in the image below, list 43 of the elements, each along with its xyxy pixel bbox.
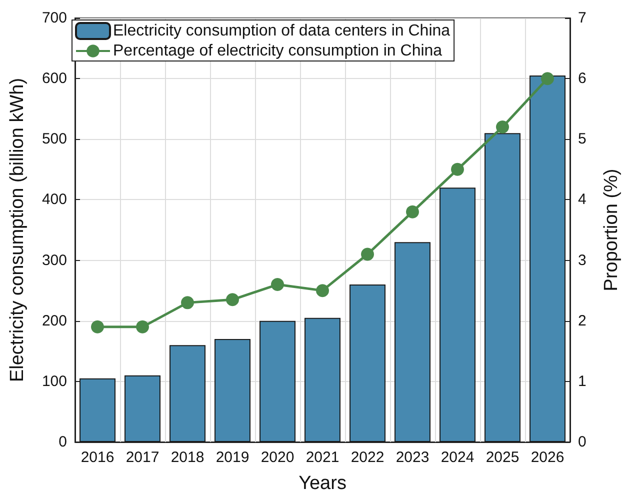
- x-tick-label: 2024: [440, 449, 474, 466]
- x-tick-label: 2025: [486, 449, 520, 466]
- y2-tick-label: 0: [578, 434, 586, 450]
- y-tick-label: 0: [58, 434, 67, 450]
- legend-label: Percentage of electricity consumption in China: [113, 42, 442, 60]
- point: [226, 293, 239, 306]
- point: [91, 320, 104, 334]
- x-tick-label: 2019: [216, 449, 250, 466]
- point: [541, 72, 554, 86]
- y-tick-label: 400: [42, 191, 67, 208]
- y2-tick-label: 7: [578, 10, 586, 26]
- point: [136, 320, 149, 334]
- y2-tick-label: 5: [578, 130, 586, 148]
- y-axis-title: Electricity consumption (billion kWh): [7, 78, 28, 382]
- y2-tick-label: 2: [578, 312, 586, 330]
- x-tick-label: 2020: [260, 449, 294, 466]
- point: [451, 162, 464, 176]
- y-tick-label: 700: [42, 10, 67, 26]
- x-tick-label: 2022: [350, 449, 384, 466]
- y-tick-label: 100: [42, 372, 67, 390]
- x-tick-label: 2026: [530, 449, 564, 466]
- point: [496, 120, 509, 134]
- point: [406, 205, 419, 218]
- point: [361, 248, 374, 261]
- y2-tick-label: 6: [578, 70, 586, 88]
- x-tick-label: 2021: [306, 449, 340, 466]
- y2-tick-label: 3: [578, 252, 586, 269]
- y-tick-label: 300: [42, 252, 67, 269]
- y2-tick-label: 1: [578, 372, 586, 390]
- y2-tick-label: 4: [578, 191, 586, 208]
- point: [181, 296, 194, 310]
- x-tick-label: 2016: [80, 449, 114, 466]
- x-tick-label: 2018: [170, 449, 204, 466]
- x-tick-label: 2017: [126, 449, 160, 466]
- x-axis-title: Years: [298, 473, 346, 494]
- point: [271, 278, 284, 292]
- point: [316, 284, 329, 298]
- x-tick-label: 2023: [396, 449, 430, 466]
- y-tick-label: 600: [42, 70, 67, 88]
- y-tick-label: 500: [42, 130, 67, 148]
- legend-label: Electricity consumption of data centers in China: [113, 22, 450, 40]
- y-tick-label: 200: [42, 312, 67, 330]
- y2-axis-title: Proportion (%): [601, 168, 622, 292]
